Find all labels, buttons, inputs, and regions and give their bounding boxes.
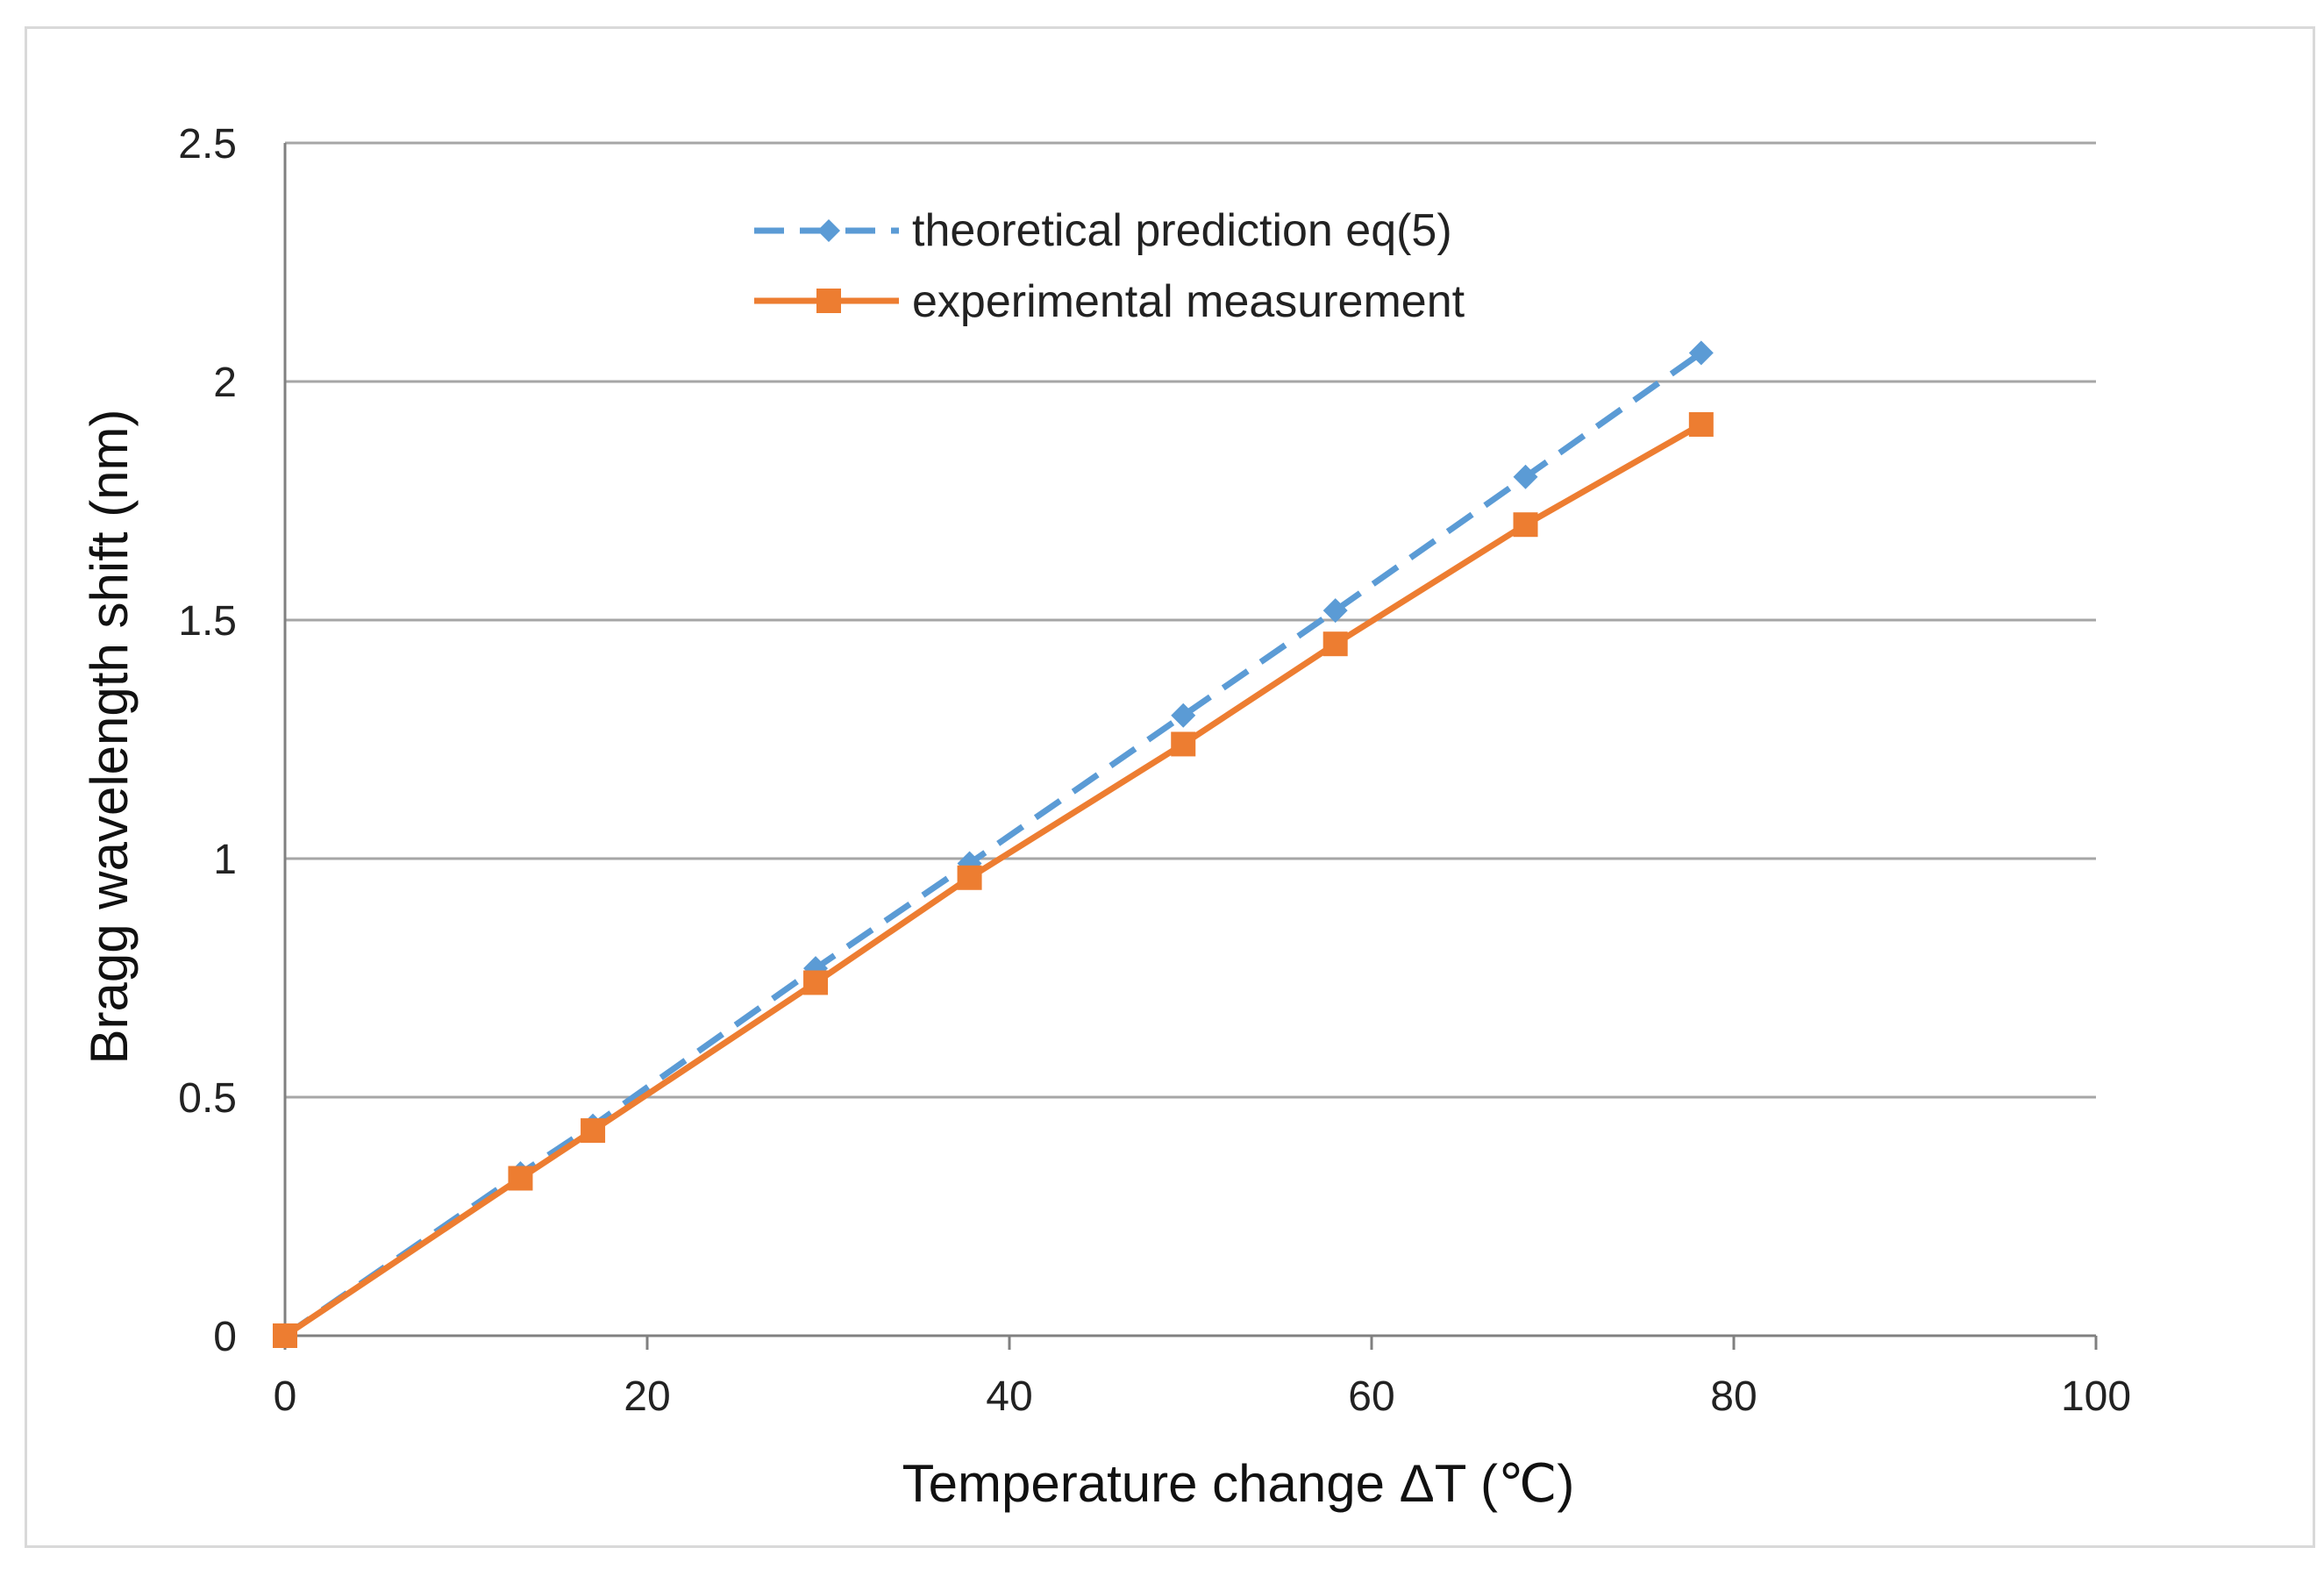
data-point-experimental [273, 1323, 297, 1348]
x-tick-label: 80 [1710, 1373, 1757, 1420]
x-tick-label: 60 [1348, 1373, 1394, 1420]
data-point-experimental [1171, 731, 1196, 757]
x-tick-label: 100 [2061, 1373, 2131, 1420]
legend-marker-experimental [816, 289, 841, 313]
data-point-theoretical [1513, 464, 1538, 489]
chart-frame [25, 26, 2315, 1548]
series-line-1 [283, 421, 1703, 1338]
data-point-experimental [1322, 631, 1348, 657]
data-point-experimental [1513, 512, 1538, 538]
y-tick-label: 1.5 [178, 598, 237, 645]
x-axis-title: Temperature change ΔT (℃) [902, 1454, 1575, 1513]
series-line-0 [283, 350, 1703, 1338]
legend-marker-theoretical [817, 219, 840, 242]
y-tick-label: 1 [213, 837, 237, 883]
data-point-experimental [803, 970, 829, 995]
data-point-theoretical [1171, 702, 1196, 728]
y-tick-label: 2.5 [178, 121, 237, 168]
y-axis-ticks: 0 0.5 1 1.5 2 2.5 [178, 121, 237, 1360]
gridlines [285, 141, 2096, 1099]
axes [283, 143, 2096, 1337]
x-tick-label: 40 [986, 1373, 1032, 1420]
legend: theoretical prediction eq(5) experimenta… [754, 205, 1465, 327]
legend-label-theoretical: theoretical prediction eq(5) [912, 205, 1452, 256]
data-point-experimental [508, 1166, 533, 1191]
x-axis-ticks: 0 20 40 60 80 100 [274, 1336, 2131, 1420]
y-axis-title: Bragg wavelength shift (nm) [80, 409, 139, 1064]
x-tick-label: 0 [274, 1373, 297, 1420]
data-point-experimental [1688, 411, 1714, 437]
data-point-experimental [957, 865, 982, 890]
data-point-experimental [581, 1118, 606, 1144]
legend-label-experimental: experimental measurement [912, 276, 1465, 327]
y-tick-label: 0 [213, 1314, 237, 1360]
y-tick-label: 2 [213, 360, 237, 406]
x-tick-label: 20 [624, 1373, 670, 1420]
data-point-theoretical [1688, 340, 1714, 366]
data-point-theoretical [1322, 598, 1348, 624]
y-tick-label: 0.5 [178, 1075, 237, 1122]
series-layer [273, 340, 1714, 1348]
